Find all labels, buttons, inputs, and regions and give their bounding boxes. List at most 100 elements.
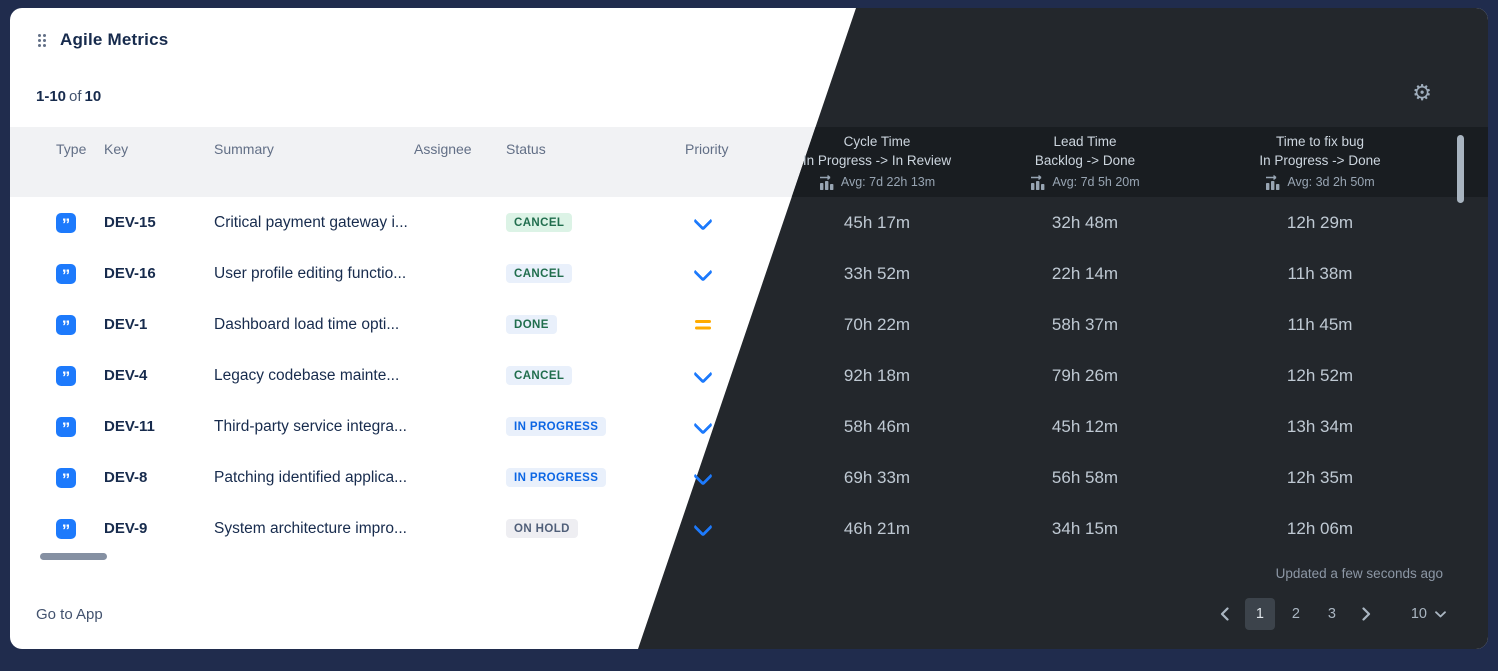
avg-bar-chart-icon [1266, 174, 1280, 190]
count-range: 1-10 [36, 88, 67, 105]
issue-type-icon: ” [56, 416, 76, 437]
issue-key: DEV-15 [104, 214, 156, 231]
metric-title: Lead Time [1053, 134, 1117, 150]
metric-title: Cycle Time [843, 134, 911, 150]
column-header-priority: Priority [685, 141, 729, 157]
issue-key: DEV-8 [104, 469, 148, 486]
column-header-lead-time: Lead Time Backlog -> Done Avg: 7d 5h 20m [970, 133, 1200, 190]
page-size-value: 10 [1410, 606, 1427, 622]
chevron-left-icon [1221, 607, 1229, 621]
issue-type-icon: ” [56, 263, 76, 284]
avg-bar-chart-icon [819, 174, 834, 190]
lead-time-value: 58h 37m [1051, 314, 1119, 334]
status-badge: CANCEL [506, 366, 573, 385]
metric-avg: Avg: 3d 2h 50m [1287, 174, 1375, 189]
page-button-1[interactable]: 1 [1244, 598, 1275, 630]
issue-type-icon: ” [56, 365, 76, 386]
table-header: Type Key Summary Assignee Status Priorit… [10, 127, 1488, 197]
go-to-app-link[interactable]: Go to App [36, 606, 103, 623]
issue-summary: Patching identified applica... [214, 468, 408, 486]
table-row[interactable]: ” DEV-9 System architecture impro... ON … [10, 503, 1488, 554]
metric-subtitle: In Progress -> In Review [802, 152, 952, 168]
count-of: of [69, 88, 82, 105]
updated-status: Updated a few seconds ago [1275, 566, 1443, 581]
chevron-right-icon [1362, 607, 1371, 621]
result-count: 1-10 of 10 [36, 88, 101, 105]
metric-title: Time to fix bug [1275, 134, 1365, 150]
drag-handle-icon[interactable] [36, 32, 48, 49]
column-header-assignee: Assignee [414, 141, 472, 157]
lead-time-value: 56h 58m [1051, 467, 1119, 487]
column-header-time-to-fix-bug: Time to fix bug In Progress -> Done Avg:… [1200, 133, 1440, 190]
table-row[interactable]: ” DEV-15 Critical payment gateway i... C… [10, 197, 1488, 248]
lead-time-value: 45h 12m [1051, 416, 1119, 436]
metric-subtitle: Backlog -> Done [1034, 152, 1136, 168]
issue-summary: Critical payment gateway i... [214, 213, 408, 231]
column-header-type: Type [56, 141, 87, 157]
avg-bar-chart-icon [1031, 174, 1045, 190]
issue-type-icon: ” [56, 314, 76, 335]
issue-summary: Third-party service integra... [214, 417, 407, 435]
metric-subtitle: In Progress -> Done [1259, 152, 1381, 168]
table-row[interactable]: ” DEV-1 Dashboard load time opti... DONE… [10, 299, 1488, 350]
pagination: 1 2 3 10 [1211, 598, 1446, 630]
column-header-status: Status [506, 141, 546, 157]
time-to-fix-value: 12h 52m [1286, 365, 1354, 385]
issue-summary: System architecture impro... [214, 519, 407, 537]
lead-time-value: 79h 26m [1051, 365, 1119, 385]
cycle-time-value: 92h 18m [843, 365, 911, 385]
time-to-fix-value: 11h 38m [1287, 263, 1353, 283]
count-total: 10 [84, 88, 102, 105]
time-to-fix-value: 13h 34m [1286, 416, 1354, 436]
chevron-down-icon [1435, 610, 1446, 617]
time-to-fix-value: 12h 06m [1286, 518, 1354, 538]
table-row[interactable]: ” DEV-16 User profile editing functio...… [10, 248, 1488, 299]
issue-summary: Dashboard load time opti... [214, 315, 400, 333]
column-header-summary: Summary [214, 141, 274, 157]
page-button-2[interactable]: 2 [1291, 606, 1300, 622]
issue-key: DEV-4 [104, 367, 148, 384]
page-size-dropdown[interactable]: 10 [1411, 606, 1446, 622]
issue-type-icon: ” [56, 467, 76, 488]
horizontal-scrollbar[interactable] [40, 553, 107, 560]
column-header-key: Key [104, 141, 129, 157]
column-header-cycle-time: Cycle Time In Progress -> In Review Avg:… [784, 133, 970, 190]
issue-type-icon: ” [56, 518, 76, 539]
metric-avg: Avg: 7d 22h 13m [840, 174, 936, 189]
cycle-time-value: 70h 22m [843, 314, 911, 334]
cycle-time-value: 69h 33m [843, 467, 911, 487]
lead-time-value: 22h 14m [1051, 263, 1119, 283]
page-button-3[interactable]: 3 [1327, 606, 1336, 622]
time-to-fix-value: 11h 45m [1287, 314, 1353, 334]
status-badge: IN PROGRESS [506, 417, 607, 436]
prev-page-button[interactable] [1211, 598, 1239, 630]
issue-key: DEV-16 [104, 265, 156, 282]
status-badge: DONE [506, 315, 557, 334]
status-badge: CANCEL [506, 213, 573, 232]
issue-type-icon: ” [56, 212, 76, 233]
agile-metrics-widget: Agile Metrics 1-10 of 10 ⚙ Type Key Summar… [10, 8, 1488, 649]
gear-icon[interactable]: ⚙ [1412, 80, 1432, 105]
issue-summary: User profile editing functio... [214, 264, 407, 282]
time-to-fix-value: 12h 29m [1286, 212, 1354, 232]
table-row[interactable]: ” DEV-4 Legacy codebase mainte... CANCEL… [10, 350, 1488, 401]
cycle-time-value: 58h 46m [843, 416, 911, 436]
issue-key: DEV-1 [104, 316, 148, 333]
status-badge: ON HOLD [506, 519, 578, 538]
metric-avg: Avg: 7d 5h 20m [1052, 174, 1140, 189]
issue-key: DEV-9 [104, 520, 148, 537]
cycle-time-value: 46h 21m [843, 518, 911, 538]
next-page-button[interactable] [1353, 598, 1381, 630]
time-to-fix-value: 12h 35m [1286, 467, 1354, 487]
widget-title: Agile Metrics [60, 30, 169, 49]
issue-summary: Legacy codebase mainte... [214, 366, 400, 384]
table-body: ” DEV-15 Critical payment gateway i... C… [10, 197, 1488, 554]
status-badge: CANCEL [506, 264, 573, 283]
table-row[interactable]: ” DEV-11 Third-party service integra... … [10, 401, 1488, 452]
cycle-time-value: 45h 17m [843, 212, 911, 232]
cycle-time-value: 33h 52m [843, 263, 911, 283]
table-row[interactable]: ” DEV-8 Patching identified applica... I… [10, 452, 1488, 503]
lead-time-value: 34h 15m [1051, 518, 1119, 538]
lead-time-value: 32h 48m [1051, 212, 1119, 232]
vertical-scrollbar[interactable] [1457, 135, 1464, 203]
